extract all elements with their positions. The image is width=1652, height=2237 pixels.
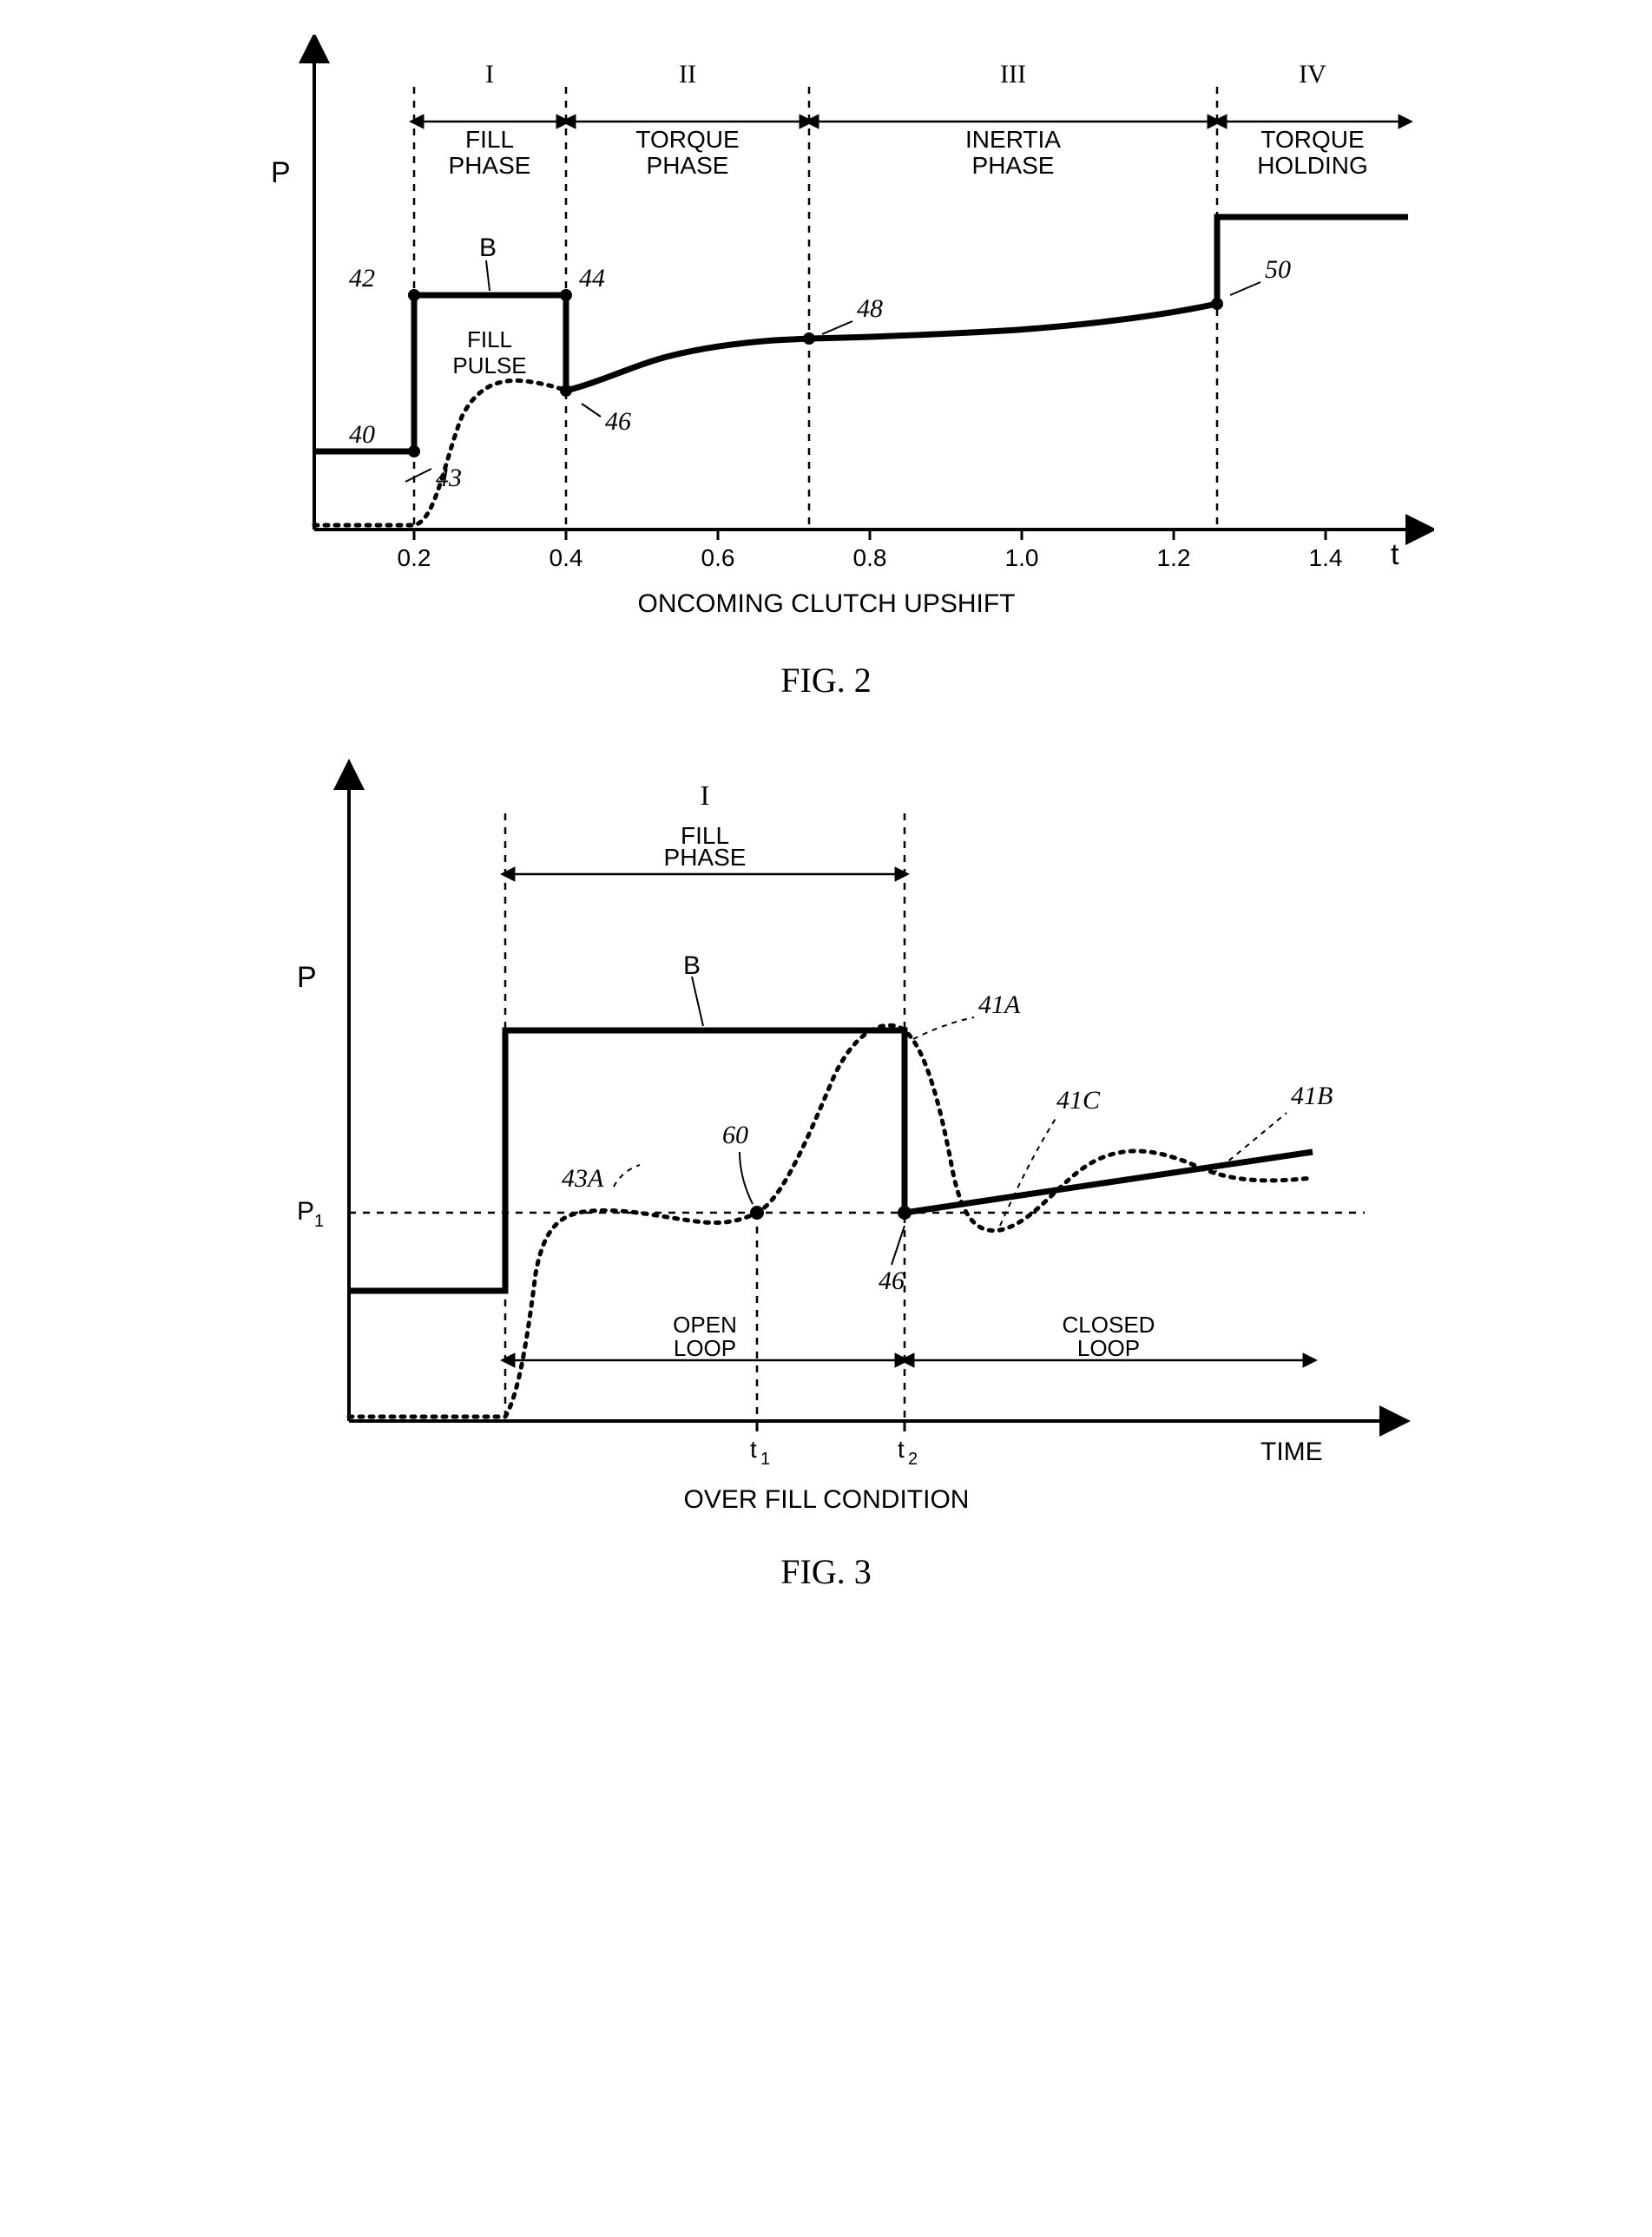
svg-text:1.0: 1.0 — [1004, 544, 1038, 571]
fig3-caption: FIG. 3 — [780, 1551, 871, 1592]
loop-label: LOOP — [673, 1335, 735, 1361]
phase-label: HOLDING — [1257, 152, 1368, 179]
phase-roman: II — [679, 60, 696, 89]
svg-text:1.2: 1.2 — [1156, 544, 1190, 571]
chart-subtitle: ONCOMING CLUTCH UPSHIFT — [637, 589, 1015, 618]
point-42 — [408, 289, 420, 301]
pt-label: 42 — [349, 264, 375, 293]
leader-line — [822, 321, 852, 334]
fig2-caption: FIG. 2 — [780, 660, 871, 701]
leader-line — [405, 469, 431, 482]
loop-label: LOOP — [1076, 1335, 1139, 1361]
pt-label: 46 — [879, 1267, 905, 1295]
leader-line — [582, 404, 601, 417]
pt-label: 41B — [1291, 1082, 1333, 1110]
figure-3: P TIME P 1 I FILL PHASE B 60 46 43A 41A … — [17, 753, 1635, 1592]
pt-label: 46 — [605, 407, 631, 436]
dotted-trace — [505, 1025, 1313, 1417]
phase-roman: I — [485, 60, 494, 89]
phase-label: TORQUE — [635, 126, 739, 153]
phase-label: FILL — [464, 126, 513, 153]
y-axis-label: P — [297, 961, 317, 994]
pt-label: 50 — [1265, 255, 1291, 284]
point-60 — [750, 1206, 764, 1220]
pt-label: 41A — [978, 990, 1021, 1019]
x-tick-label-sub: 1 — [760, 1450, 770, 1469]
x-ticks: 0.2 0.4 0.6 0.8 1.0 1.2 1.4 — [397, 530, 1342, 571]
point-46 — [898, 1206, 912, 1220]
leader-line — [1230, 282, 1260, 295]
y-axis-label: P — [271, 156, 291, 189]
phase-label: PHASE — [971, 152, 1054, 179]
svg-text:0.2: 0.2 — [397, 544, 431, 571]
p1-label-sub: 1 — [314, 1212, 324, 1231]
phase-label: PHASE — [663, 844, 746, 871]
point-48 — [803, 332, 815, 345]
svg-text:0.8: 0.8 — [852, 544, 886, 571]
phase-roman: IV — [1299, 60, 1326, 89]
x-axis-label: t — [1391, 538, 1399, 571]
box-top-label: B — [479, 234, 497, 262]
pt-label: 43 — [436, 464, 462, 492]
loop-label: CLOSED — [1062, 1312, 1155, 1338]
fill-pulse-label: FILL — [466, 326, 511, 352]
leader-line — [913, 1017, 974, 1039]
leader-line — [892, 1226, 905, 1265]
x-tick-label: t — [750, 1436, 757, 1463]
phase-label: TORQUE — [1260, 126, 1364, 153]
leader-line — [692, 977, 703, 1026]
leader-line — [486, 260, 490, 291]
point-46 — [560, 385, 572, 397]
phase-roman: III — [1000, 60, 1026, 89]
chart-subtitle: OVER FILL CONDITION — [683, 1485, 969, 1514]
point-50 — [1211, 298, 1223, 310]
fig3-chart: P TIME P 1 I FILL PHASE B 60 46 43A 41A … — [219, 753, 1434, 1534]
phase-label: PHASE — [448, 152, 530, 179]
pt-label: 48 — [857, 294, 883, 323]
figure-2: P t I II III IV FILL PHASE TORQUE PHASE … — [17, 35, 1635, 701]
svg-text:0.4: 0.4 — [549, 544, 582, 571]
p1-label: P — [297, 1197, 314, 1226]
leader-line — [1213, 1113, 1287, 1174]
svg-text:0.6: 0.6 — [701, 544, 734, 571]
point-40 — [408, 445, 420, 457]
x-tick-label-sub: 2 — [908, 1450, 918, 1469]
pt-label: 40 — [349, 420, 375, 449]
pt-label: 60 — [722, 1121, 748, 1149]
pt-label: 43A — [562, 1164, 604, 1193]
pt-label: 41C — [1056, 1086, 1101, 1115]
phase-label: INERTIA — [965, 126, 1061, 153]
phase-roman: I — [700, 780, 709, 811]
phase-label: PHASE — [646, 152, 728, 179]
loop-label: OPEN — [673, 1312, 737, 1338]
leader-line — [740, 1152, 753, 1204]
x-axis-label: TIME — [1260, 1438, 1323, 1466]
fill-pulse-label: PULSE — [452, 352, 526, 378]
leader-line — [1000, 1117, 1056, 1226]
x-tick-label: t — [898, 1436, 905, 1463]
fig2-chart: P t I II III IV FILL PHASE TORQUE PHASE … — [219, 35, 1434, 642]
pt-label: 44 — [579, 264, 605, 293]
box-top-label: B — [683, 951, 701, 980]
leader-line — [614, 1165, 640, 1187]
svg-text:1.4: 1.4 — [1308, 544, 1342, 571]
solid-trace — [349, 1030, 1313, 1291]
point-44 — [560, 289, 572, 301]
